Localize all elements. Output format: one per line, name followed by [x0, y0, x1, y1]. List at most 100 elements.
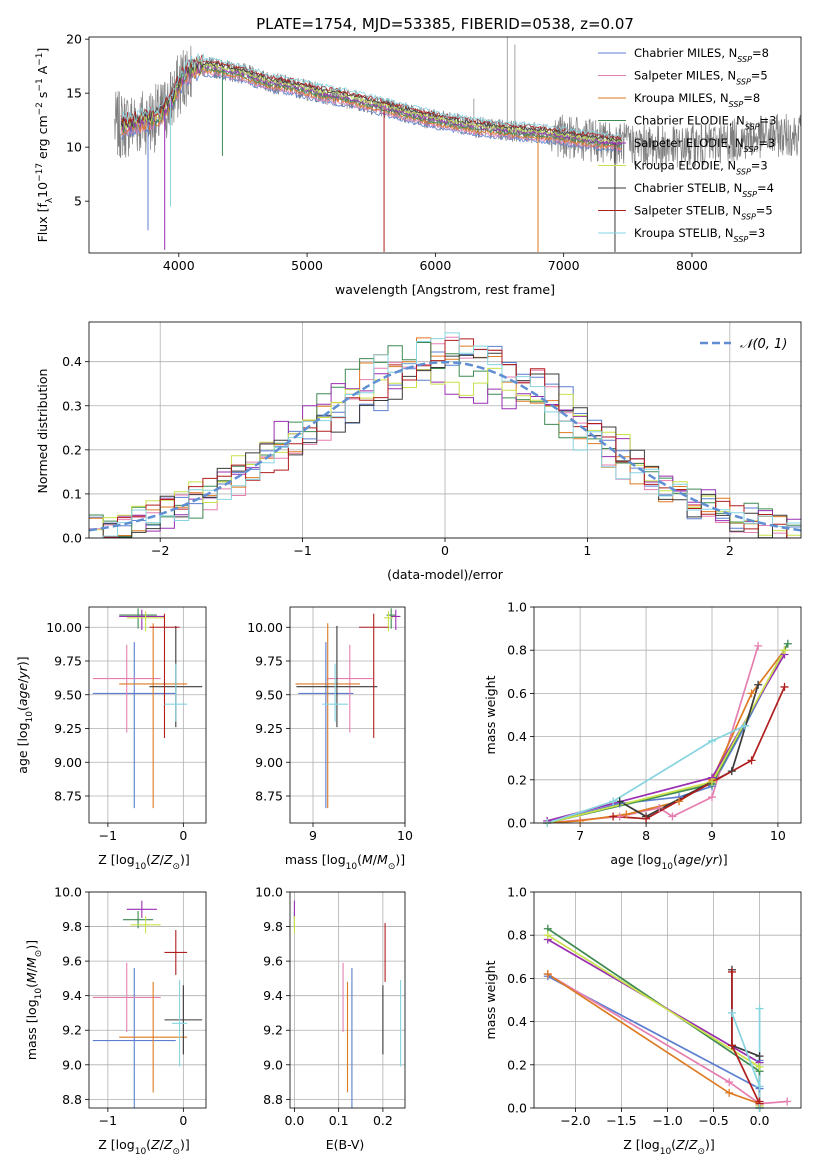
- plot-area: [546, 643, 789, 823]
- histogram-kroupa_elodie: [89, 367, 801, 536]
- axes-frame: [289, 606, 406, 824]
- y-tick-label: 1.0: [507, 600, 527, 615]
- weight-marker: [727, 967, 736, 976]
- x-tick-label: 2: [726, 543, 734, 558]
- weight-marker: [543, 931, 552, 940]
- x-tick-label: −1.5: [606, 1113, 636, 1128]
- y-tick-label: 20: [66, 32, 82, 47]
- x-tick-label: 9: [708, 828, 716, 843]
- weight-marker: [755, 1062, 764, 1071]
- y-tick-label: 0.4: [507, 1014, 527, 1029]
- y-tick-label: 0.0: [62, 531, 82, 546]
- plot-area: [293, 900, 402, 1108]
- y-tick-label: 9.2: [62, 1023, 82, 1038]
- x-tick-label: 0: [441, 543, 449, 558]
- legend-entry: Chabrier STELIB, NSSP=4: [634, 181, 774, 199]
- y-tick-label: 0.2: [62, 442, 82, 457]
- y-tick-label: 9.75: [54, 654, 82, 669]
- histogram-salpeter_stelib: [89, 338, 801, 538]
- axes-frame: [88, 606, 207, 824]
- weight-marker: [747, 756, 756, 765]
- weight-marker: [576, 816, 585, 825]
- x-tick-label: 4000: [163, 258, 195, 273]
- weight-line-salpeter_stelib: [613, 686, 786, 820]
- y-tick-label: 0.1: [62, 486, 82, 501]
- x-axis-label: (data-model)/error: [387, 567, 504, 582]
- legend: Chabrier MILES, NSSP=8 Salpeter MILES, NS…: [598, 46, 776, 244]
- y-tick-label: 9.4: [62, 988, 82, 1003]
- y-axis-label: mass weight: [483, 960, 498, 1039]
- weight-marker: [708, 736, 716, 745]
- y-axis-label: age [log10(age/yr)]: [15, 656, 35, 773]
- y-tick-label: 0.8: [507, 643, 527, 658]
- weight-marker: [780, 646, 789, 655]
- y-tick-label: 0.4: [62, 354, 82, 369]
- y-tick-label: 9.6: [62, 954, 82, 969]
- weight-marker: [708, 793, 716, 802]
- y-tick-label: 9.50: [54, 687, 82, 702]
- x-axis-label: E(B-V): [326, 1137, 365, 1152]
- y-axis-label: mass [log10(M/M⊙)]: [24, 940, 44, 1060]
- y-tick-label: 9.8: [263, 919, 283, 934]
- legend-entry: 𝒩(0, 1): [740, 337, 787, 352]
- y-tick-label: 0.3: [62, 398, 82, 413]
- x-tick-label: 0.0: [750, 1113, 770, 1128]
- y-tick-label: 9.25: [255, 721, 283, 736]
- histogram-kroupa_stelib: [89, 332, 801, 538]
- plot-area: [295, 608, 401, 809]
- weight-marker: [780, 682, 789, 691]
- weight-line-chabrier_elodie: [547, 643, 789, 823]
- x-tick-label: 10: [770, 828, 786, 843]
- weight-marker: [727, 1041, 736, 1050]
- y-tick-label: 10.0: [255, 885, 283, 900]
- plot-spectrum: 4000 5000 6000 7000 8000 5 10 15 20 PLATE=1754, M…: [35, 15, 802, 297]
- legend-entry: Kroupa ELODIE, NSSP=3: [634, 159, 768, 177]
- x-tick-label: 9: [309, 828, 317, 843]
- weight-marker: [725, 1078, 734, 1087]
- weight-marker: [543, 970, 552, 979]
- weight-marker: [755, 1004, 764, 1013]
- axes-frame: [88, 36, 802, 254]
- plot-residuals: −2 −1 0 1 2 0.0 0.1 0.2 0.3 0.4 𝒩(0, 1) (data-model…: [35, 321, 802, 582]
- y-tick-label: 8.75: [255, 789, 283, 804]
- normal-curve: [89, 360, 801, 532]
- x-tick-label: −1: [293, 543, 311, 558]
- y-tick-label: 9.00: [54, 755, 82, 770]
- model-spectrum-kroupa_elodie: [120, 58, 622, 145]
- axes-frame: [533, 606, 802, 824]
- y-tick-label: 9.25: [54, 721, 82, 736]
- x-tick-label: −2.0: [560, 1113, 590, 1128]
- weight-marker: [622, 810, 631, 819]
- y-tick-label: 8.8: [263, 1092, 283, 1107]
- weight-line-kroupa_elodie: [547, 934, 761, 1106]
- y-tick-label: 9.4: [263, 988, 283, 1003]
- plot-area: [89, 332, 801, 538]
- weight-marker: [755, 1082, 764, 1091]
- x-tick-label: 0: [179, 828, 187, 843]
- y-tick-label: 10.0: [54, 885, 82, 900]
- y-tick-label: 0.0: [507, 1101, 527, 1116]
- y-tick-label: 0.8: [507, 928, 527, 943]
- x-tick-label: 7000: [548, 258, 580, 273]
- weight-marker: [783, 1097, 792, 1106]
- x-tick-label: 0.2: [373, 1113, 393, 1128]
- weight-marker: [754, 680, 763, 689]
- x-tick-label: −1: [99, 828, 117, 843]
- y-tick-label: 9.00: [255, 755, 283, 770]
- weight-marker: [740, 721, 749, 730]
- x-tick-label: 0: [179, 1113, 187, 1128]
- axes-frame: [289, 891, 406, 1109]
- legend-entry: Salpeter STELIB, NSSP=5: [634, 204, 773, 222]
- weight-line-salpeter_miles: [547, 973, 788, 1105]
- legend-entry: Salpeter MILES, NSSP=5: [634, 69, 768, 87]
- weight-marker: [754, 641, 763, 650]
- histogram-chabrier_stelib: [89, 352, 801, 538]
- x-axis-label: Z [log10(Z/Z⊙)]: [98, 852, 190, 872]
- legend-entry: Salpeter ELODIE, NSSP=3: [634, 136, 775, 154]
- x-axis-label: age [log10(age/yr)]: [610, 852, 727, 872]
- weight-marker: [668, 812, 677, 821]
- weight-marker: [609, 812, 618, 821]
- axes-frame: [88, 321, 802, 539]
- y-tick-label: 8.75: [54, 789, 82, 804]
